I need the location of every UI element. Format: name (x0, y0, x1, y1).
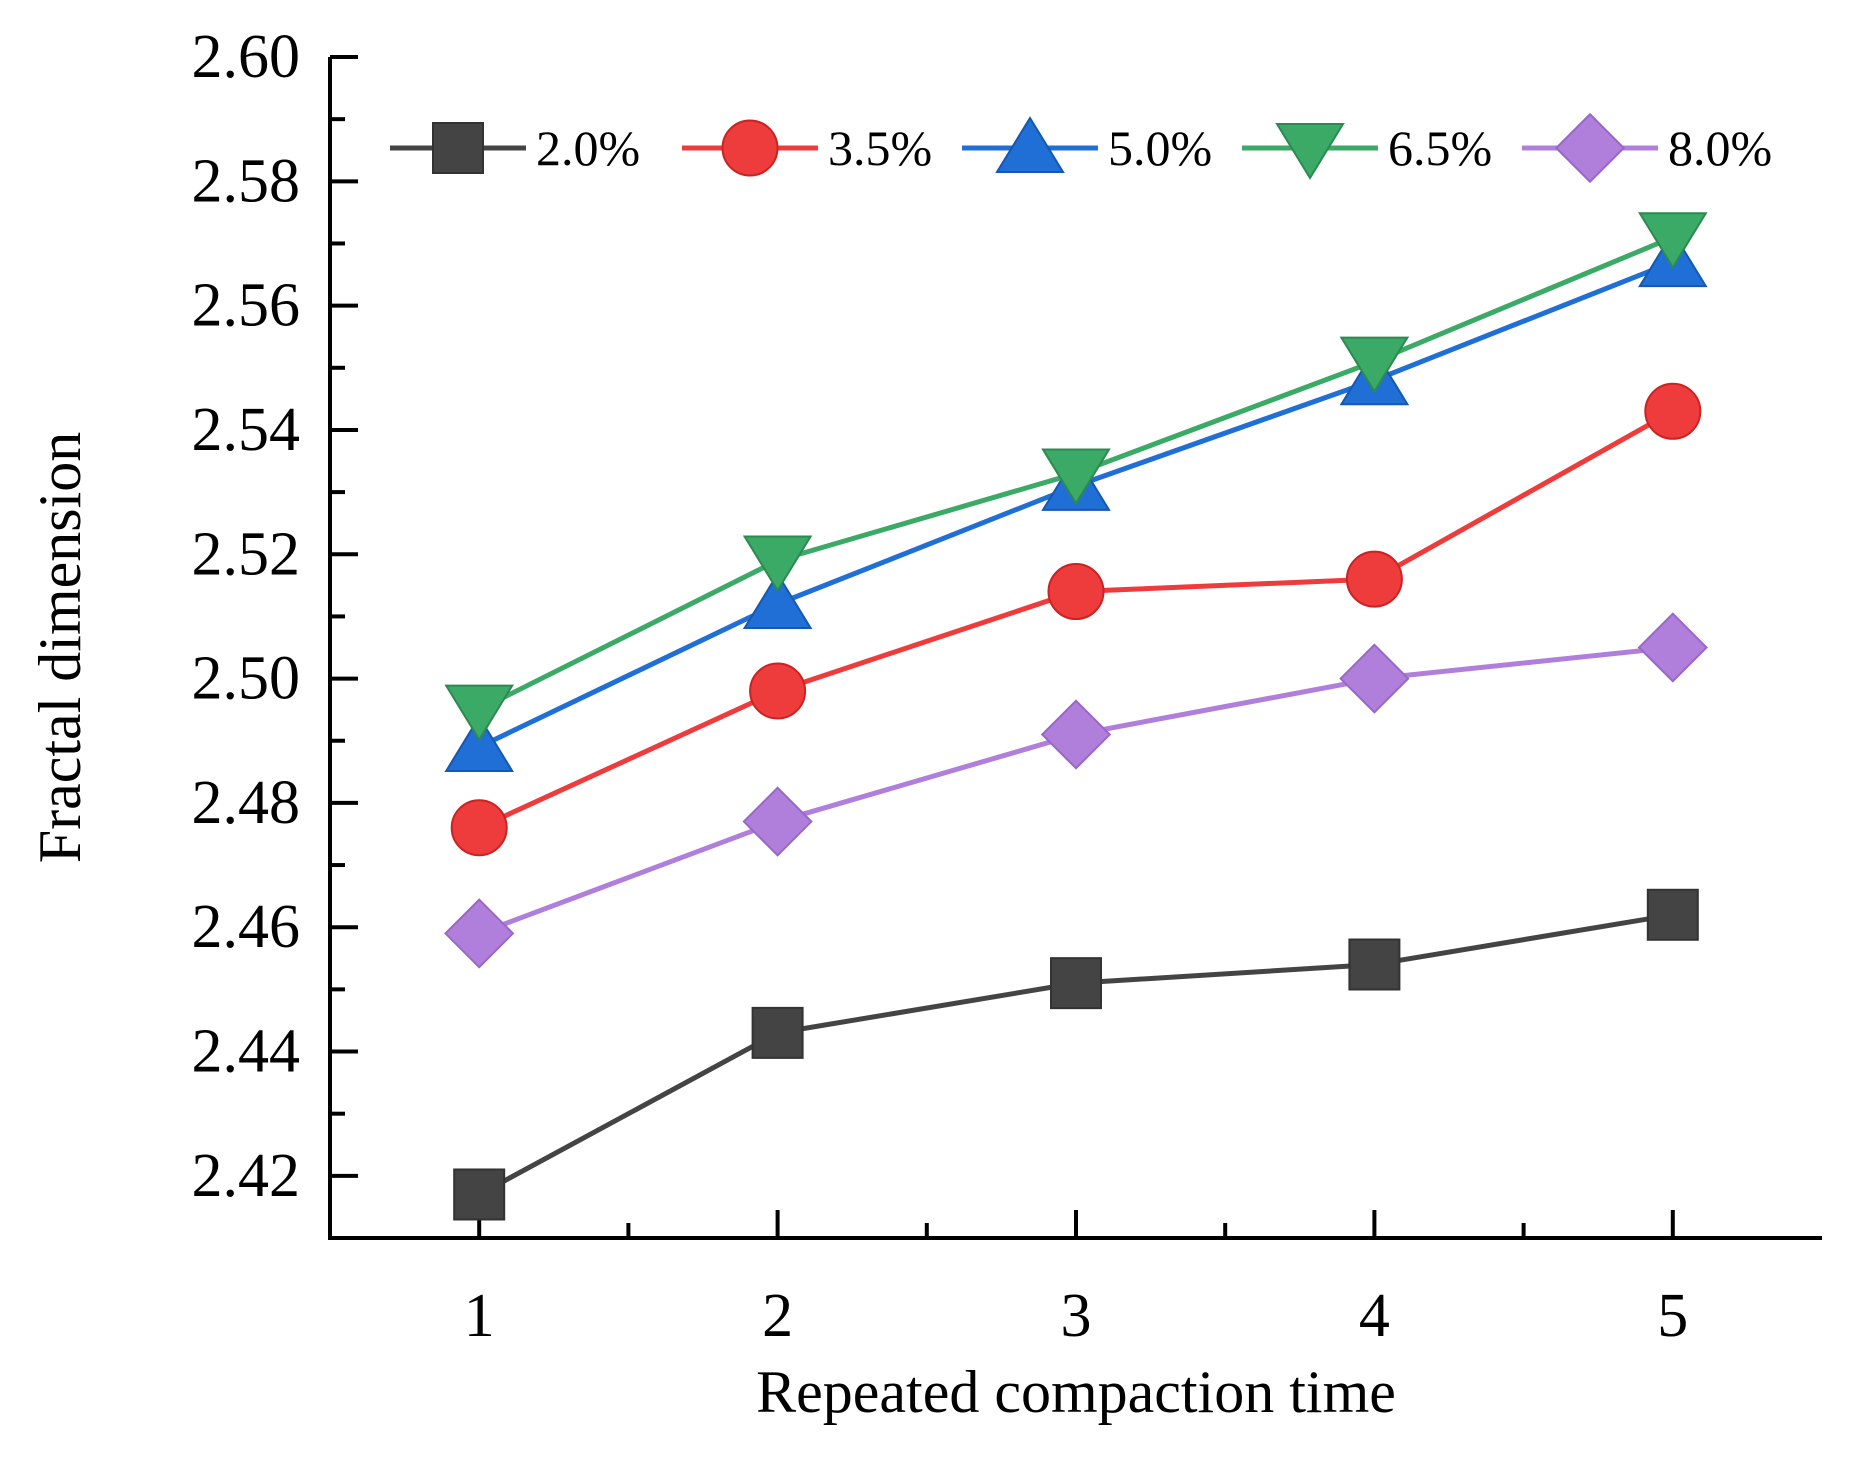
data-point (742, 572, 813, 629)
legend-label: 2.0% (536, 120, 640, 176)
data-point (444, 898, 515, 969)
legend-marker (1554, 112, 1626, 184)
y-tick-label: 2.60 (192, 23, 301, 91)
legend-label: 6.5% (1388, 120, 1492, 176)
data-point (1644, 382, 1702, 440)
x-tick-label: 1 (464, 1282, 495, 1350)
legend-marker (432, 122, 484, 174)
data-point (1646, 888, 1699, 941)
series-layer (444, 212, 1708, 1221)
y-tick-label: 2.48 (192, 769, 301, 837)
series-6.5% (444, 212, 1708, 742)
data-point (1040, 699, 1112, 770)
data-point (1638, 212, 1708, 270)
y-tick-label: 2.50 (192, 645, 301, 713)
x-tick-label: 5 (1657, 1282, 1688, 1350)
data-point (1637, 612, 1708, 683)
axes: 2.42 2.44 2.46 2.48 2.50 2.52 2.54 2.56 2.58 2.60… (192, 23, 1822, 1350)
y-tick-label: 2.42 (192, 1142, 301, 1210)
data-point (450, 799, 508, 857)
series-2.0% (453, 888, 1699, 1221)
y-tick-label: 2.46 (192, 893, 301, 961)
x-tick-label: 4 (1359, 1282, 1390, 1350)
data-point (1041, 448, 1111, 506)
legend-label: 8.0% (1668, 120, 1772, 176)
y-axis-title: Fractal dimension (27, 432, 93, 864)
legend-label: 5.0% (1108, 120, 1212, 176)
series-line (478, 645, 1674, 936)
y-tick-label: 2.44 (192, 1018, 301, 1086)
series-8.0% (444, 612, 1708, 969)
data-point (453, 1168, 506, 1221)
y-tick-label: 2.52 (192, 520, 301, 588)
data-point (444, 684, 514, 742)
data-point (751, 1006, 804, 1059)
series-line (478, 912, 1674, 1197)
legend-marker (995, 116, 1065, 173)
series-3.5% (450, 382, 1702, 857)
data-point (1047, 563, 1105, 621)
y-tick-label: 2.56 (192, 272, 301, 340)
data-point (444, 715, 514, 772)
x-tick-label: 2 (762, 1282, 793, 1350)
legend-marker (1275, 123, 1345, 180)
data-point (1339, 336, 1410, 394)
data-point (1050, 957, 1102, 1010)
data-point (749, 662, 807, 720)
x-axis-title: Repeated compaction time (756, 1359, 1396, 1425)
legend: 2.0% 3.5% 5.0% 6.5% 8.0% (390, 112, 1772, 184)
y-tick-label: 2.58 (192, 147, 301, 215)
x-tick-label: 3 (1061, 1282, 1092, 1350)
y-tick-label: 2.54 (192, 396, 301, 464)
data-point (1348, 938, 1401, 991)
data-point (1339, 643, 1410, 714)
legend-label: 3.5% (828, 120, 932, 176)
data-point (742, 535, 813, 593)
data-point (742, 786, 813, 857)
data-point (1345, 550, 1403, 608)
legend-marker (721, 119, 779, 177)
